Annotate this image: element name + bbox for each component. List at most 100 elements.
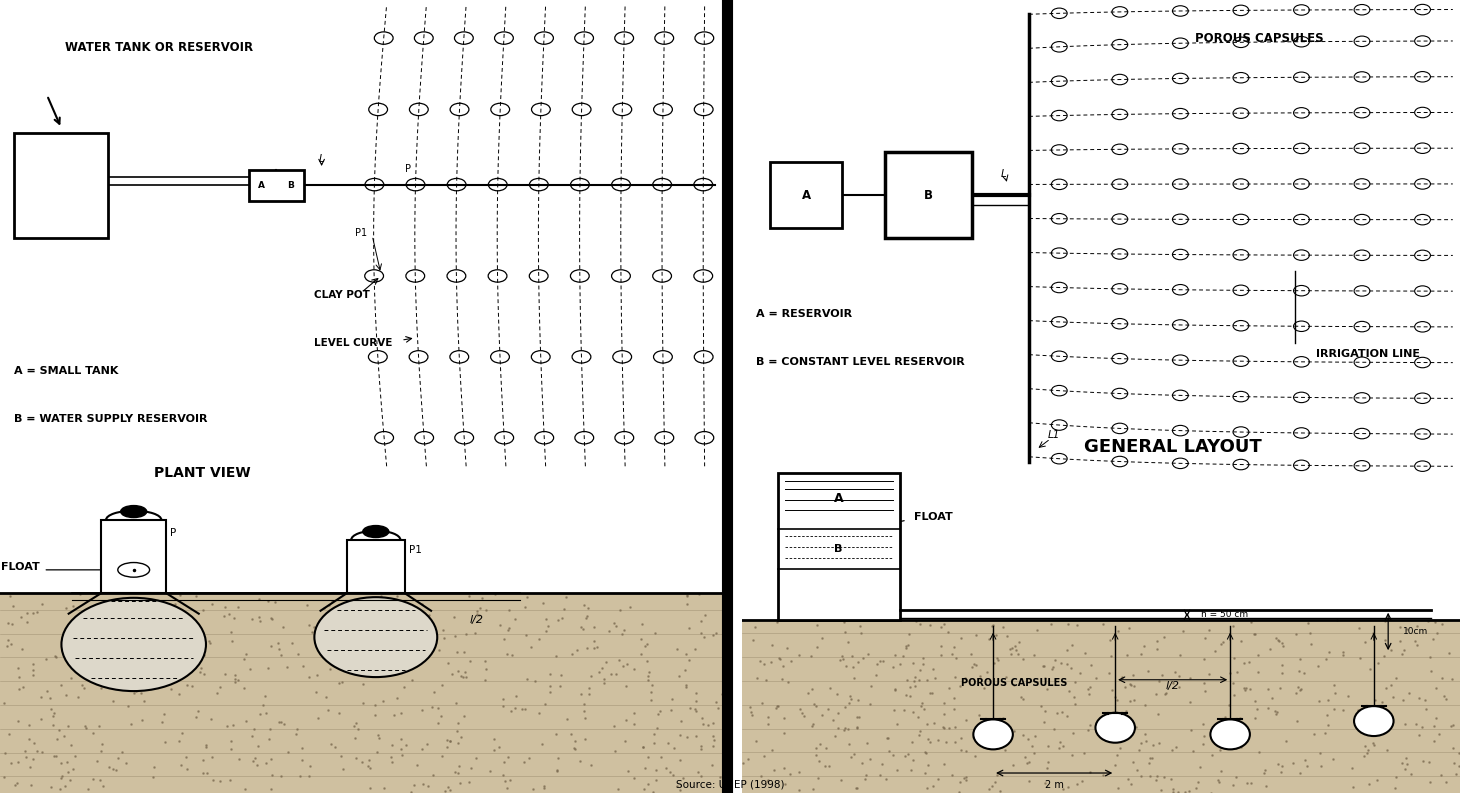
Point — [15, 751, 38, 764]
Point — [953, 671, 977, 684]
Point — [222, 718, 245, 731]
Point — [153, 736, 177, 749]
Point — [911, 657, 934, 670]
Point — [242, 754, 266, 767]
Point — [191, 626, 215, 639]
Point — [426, 702, 450, 714]
Point — [1307, 695, 1330, 707]
Point — [314, 691, 337, 703]
Point — [759, 638, 783, 651]
Point — [1107, 781, 1130, 793]
Point — [89, 745, 112, 757]
Point — [1434, 693, 1457, 706]
Point — [105, 752, 128, 764]
Point — [1056, 657, 1079, 670]
Point — [1037, 756, 1060, 768]
Point — [245, 759, 269, 772]
Point — [834, 625, 857, 638]
Point — [1270, 760, 1294, 772]
Point — [352, 678, 375, 691]
Point — [117, 699, 140, 712]
Point — [921, 780, 945, 792]
Point — [839, 693, 863, 706]
Point — [130, 687, 153, 699]
Point — [466, 608, 489, 621]
Point — [73, 720, 96, 733]
Point — [675, 648, 698, 661]
Point — [72, 682, 95, 695]
Point — [58, 773, 82, 786]
Point — [832, 722, 856, 734]
Point — [1242, 628, 1266, 641]
Point — [434, 784, 457, 793]
Point — [561, 647, 584, 660]
Point — [828, 653, 851, 666]
Point — [91, 737, 114, 750]
Point — [1302, 727, 1326, 740]
Point — [931, 757, 955, 770]
Point — [347, 638, 371, 650]
Point — [378, 641, 402, 653]
Point — [1013, 750, 1037, 763]
Point — [1418, 650, 1441, 663]
Point — [977, 783, 1000, 793]
Point — [1061, 638, 1085, 651]
Point — [1323, 687, 1346, 699]
Point — [1418, 776, 1441, 788]
Point — [1361, 626, 1384, 639]
Point — [1390, 648, 1413, 661]
Point — [391, 749, 415, 761]
Point — [1191, 730, 1215, 742]
Point — [1115, 704, 1139, 717]
Point — [42, 710, 66, 722]
Point — [967, 709, 990, 722]
Point — [258, 723, 282, 736]
Point — [312, 602, 336, 615]
Point — [1095, 724, 1118, 737]
Point — [291, 741, 314, 754]
Point — [235, 714, 258, 727]
Point — [826, 707, 850, 719]
Point — [426, 717, 450, 730]
Point — [15, 615, 38, 628]
Point — [238, 663, 261, 676]
Point — [980, 780, 1003, 792]
Point — [921, 662, 945, 675]
Point — [639, 693, 663, 706]
Point — [1383, 782, 1406, 793]
Point — [223, 668, 247, 681]
Point — [267, 637, 291, 649]
Point — [488, 741, 511, 753]
Point — [73, 621, 96, 634]
Point — [423, 686, 447, 699]
Point — [114, 657, 137, 669]
Point — [1247, 745, 1270, 758]
Point — [25, 606, 48, 619]
Point — [1003, 639, 1026, 652]
Point — [364, 708, 387, 721]
Point — [1416, 615, 1440, 628]
Point — [1223, 742, 1247, 755]
Point — [495, 781, 518, 793]
Point — [591, 672, 615, 685]
Point — [580, 670, 603, 683]
Point — [232, 653, 256, 665]
Bar — [742, 620, 1460, 793]
Point — [934, 736, 958, 749]
Point — [371, 695, 394, 707]
Point — [590, 661, 613, 674]
Point — [318, 663, 342, 676]
Point — [0, 696, 16, 709]
Point — [1222, 619, 1245, 632]
Point — [615, 714, 638, 726]
Point — [692, 631, 715, 644]
Point — [447, 737, 470, 749]
Point — [689, 627, 712, 640]
Point — [940, 768, 964, 781]
Point — [1168, 649, 1191, 661]
Point — [1203, 644, 1226, 657]
Point — [1120, 679, 1143, 691]
Point — [1307, 660, 1330, 672]
Point — [1193, 676, 1216, 689]
Point — [61, 654, 85, 667]
